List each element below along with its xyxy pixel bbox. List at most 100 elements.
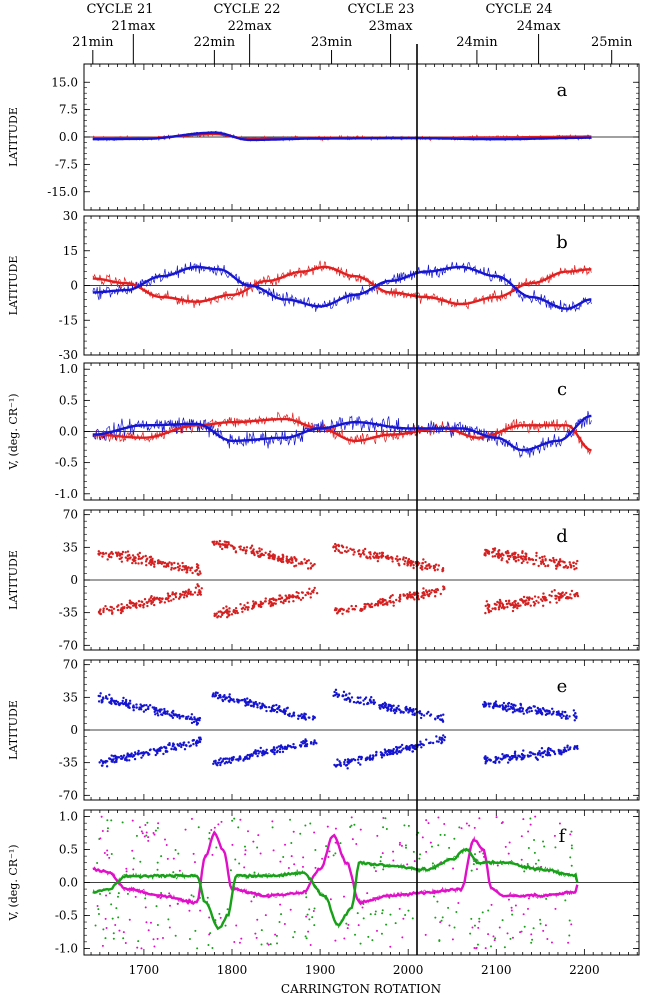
scatter-point (448, 846, 451, 849)
scatter-point (522, 595, 526, 599)
scatter-point (503, 946, 506, 949)
scatter-point (128, 918, 131, 921)
scatter-point (244, 853, 247, 856)
scatter-point (407, 746, 410, 749)
scatter-point (473, 826, 476, 829)
scatter-point (367, 935, 370, 938)
scatter-point (165, 597, 168, 600)
scatter-point (190, 718, 194, 721)
scatter-point (116, 895, 119, 898)
scatter-point (389, 707, 393, 711)
scatter-point (418, 710, 422, 713)
scatter-point (521, 557, 524, 561)
scatter-point (104, 552, 108, 555)
scatter-point (381, 702, 385, 706)
scatter-point (519, 702, 522, 706)
scatter-point (533, 562, 536, 566)
scatter-point (506, 549, 509, 553)
scatter-point (381, 554, 384, 557)
scatter-point (179, 594, 182, 598)
scatter-point (124, 556, 128, 559)
scatter-point (266, 942, 269, 945)
scatter-point (398, 597, 402, 601)
scatter-point (346, 927, 349, 930)
scatter-point (165, 747, 168, 750)
scatter-point (385, 827, 388, 830)
scatter-point (156, 937, 159, 940)
scatter-point (392, 704, 395, 707)
scatter-point (522, 559, 525, 563)
scatter-point (569, 856, 572, 859)
scatter-point (409, 564, 412, 567)
scatter-point (535, 599, 538, 603)
scatter-point (349, 825, 352, 828)
scatter-point (219, 545, 222, 549)
scatter-point (215, 540, 219, 544)
scatter-point (257, 555, 261, 558)
scatter-point (172, 748, 176, 751)
scatter-point (293, 930, 296, 933)
scatter-point (127, 605, 130, 608)
scatter-point (520, 835, 523, 838)
scatter-point (374, 913, 377, 916)
scatter-point (543, 555, 546, 558)
scatter-point (550, 590, 554, 593)
scatter-point (492, 760, 495, 764)
scatter-point (498, 926, 501, 929)
scatter-point (274, 602, 277, 605)
scatter-point (391, 557, 394, 561)
scatter-point (333, 608, 337, 612)
scatter-point (379, 707, 382, 710)
scatter-point (137, 749, 140, 753)
scatter-point (569, 566, 573, 569)
scatter-point (252, 705, 255, 708)
scatter-point (242, 546, 246, 550)
scatter-point (369, 557, 372, 560)
scatter-point (287, 596, 291, 600)
scatter-point (144, 897, 147, 900)
scatter-point (407, 909, 410, 912)
cycle-label: CYCLE 22 (213, 2, 280, 17)
scatter-point (359, 828, 362, 831)
scatter-point (263, 753, 266, 756)
scatter-point (114, 923, 117, 926)
scatter-point (575, 567, 578, 570)
scatter-point (440, 718, 443, 722)
scatter-point (173, 714, 176, 717)
scatter-point (144, 554, 147, 558)
scatter-point (279, 860, 282, 863)
scatter-point (189, 569, 192, 572)
scatter-point (359, 696, 362, 699)
scatter-point (396, 746, 399, 749)
scatter-point (222, 758, 225, 761)
y-tick-label: 0 (70, 573, 78, 587)
scatter-point (176, 562, 180, 565)
scatter-point (527, 897, 530, 900)
scatter-point (241, 698, 245, 702)
scatter-point (96, 904, 99, 907)
scatter-point (121, 606, 125, 609)
scatter-point (497, 556, 501, 559)
scatter-point (227, 695, 231, 699)
scatter-point (508, 841, 511, 844)
scatter-point (527, 847, 530, 850)
scatter-point (264, 597, 267, 600)
scatter-point (179, 742, 182, 745)
scatter-point (540, 562, 543, 565)
scatter-point (158, 601, 162, 604)
x-tick-label: 2000 (393, 963, 424, 977)
scatter-point (275, 746, 279, 749)
scatter-point (534, 709, 537, 712)
scatter-point (170, 711, 174, 714)
scatter-point (246, 601, 249, 605)
scatter-point (341, 612, 344, 615)
y-tick-label: 7.5 (59, 103, 78, 117)
scatter-point (148, 562, 151, 565)
scatter-point (239, 603, 242, 606)
scatter-point (531, 938, 534, 941)
scatter-point (429, 591, 433, 594)
scatter-point (334, 542, 337, 546)
scatter-point (135, 606, 138, 609)
scatter-point (278, 557, 281, 561)
